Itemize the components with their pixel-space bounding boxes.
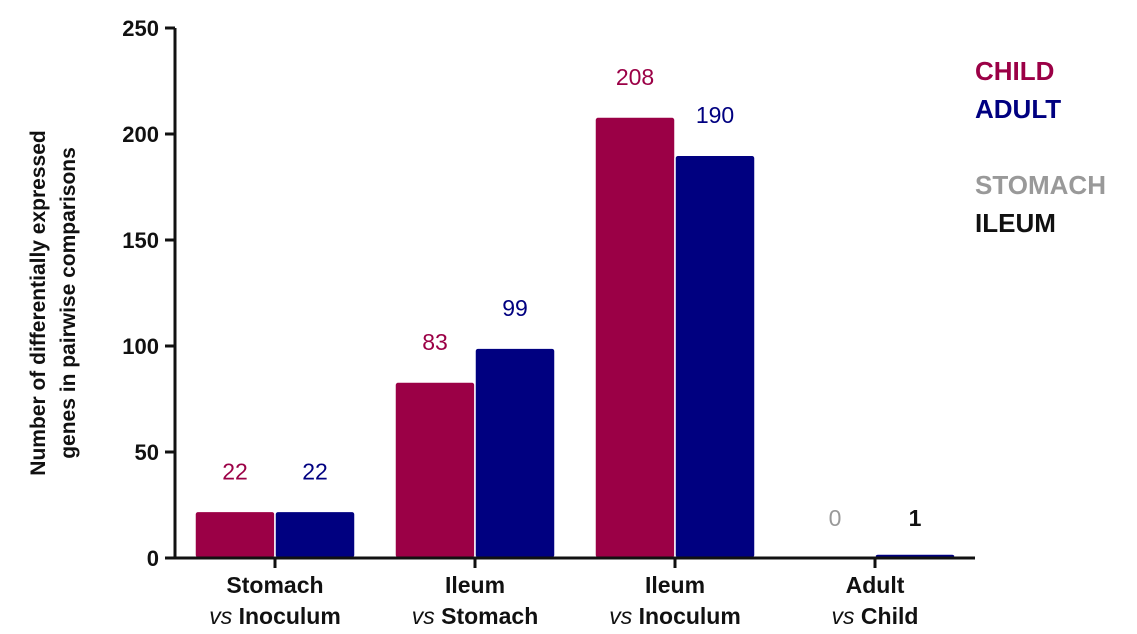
x-category-label: Ileum vs Inoculum — [609, 572, 741, 629]
y-tick-label: 200 — [122, 122, 159, 147]
data-label: 22 — [302, 458, 328, 484]
x-category-line2: vs Inoculum — [609, 603, 741, 629]
bar-adult-0 — [274, 510, 356, 559]
x-category-line1: Stomach — [226, 572, 323, 598]
bar-child-0 — [194, 510, 276, 559]
x-category-line2: vs Child — [832, 603, 919, 629]
data-label: 99 — [502, 295, 528, 321]
y-axis: 0 50 100 150 200 250 — [122, 16, 177, 571]
y-axis-label-line: genes in pairwise comparisons — [57, 147, 80, 459]
bar-adult-2 — [674, 154, 756, 559]
data-labels: 22 22 83 99 208 190 0 1 — [222, 64, 921, 531]
bar-adult-1 — [474, 347, 556, 559]
y-axis-label: Number of differentially expressed genes … — [27, 130, 80, 475]
x-category-line1: Ileum — [445, 572, 505, 598]
x-axis: Stomach vs Inoculum Ileum vs Stomach Ileum vs… — [174, 556, 975, 629]
bar-child-2 — [594, 116, 676, 559]
bars — [194, 116, 956, 559]
legend: CHILD ADULT STOMACH ILEUM — [975, 56, 1106, 238]
y-tick-label: 50 — [135, 440, 159, 465]
legend-stomach: STOMACH — [975, 170, 1106, 200]
y-tick-label: 150 — [122, 228, 159, 253]
x-category-label: Stomach vs Inoculum — [209, 572, 341, 629]
x-category-line2: vs Inoculum — [209, 603, 341, 629]
x-category-line1: Ileum — [645, 572, 705, 598]
y-axis-label-line: Number of differentially expressed — [27, 130, 50, 475]
y-tick-label: 250 — [122, 16, 159, 41]
bar-child-1 — [394, 381, 476, 559]
data-label: 83 — [422, 329, 448, 355]
data-label: 190 — [696, 102, 734, 128]
legend-child: CHILD — [975, 56, 1054, 86]
y-tick-label: 100 — [122, 334, 159, 359]
data-label: 208 — [616, 64, 654, 90]
x-category-label: Ileum vs Stomach — [412, 572, 539, 629]
data-label: 1 — [909, 505, 922, 531]
legend-adult: ADULT — [975, 94, 1061, 124]
data-label: 0 — [829, 505, 842, 531]
legend-ileum: ILEUM — [975, 208, 1056, 238]
y-tick-label: 0 — [147, 546, 159, 571]
data-label: 22 — [222, 458, 248, 484]
x-category-line2: vs Stomach — [412, 603, 539, 629]
x-category-label: Adult vs Child — [832, 572, 919, 629]
x-category-line1: Adult — [846, 572, 905, 598]
